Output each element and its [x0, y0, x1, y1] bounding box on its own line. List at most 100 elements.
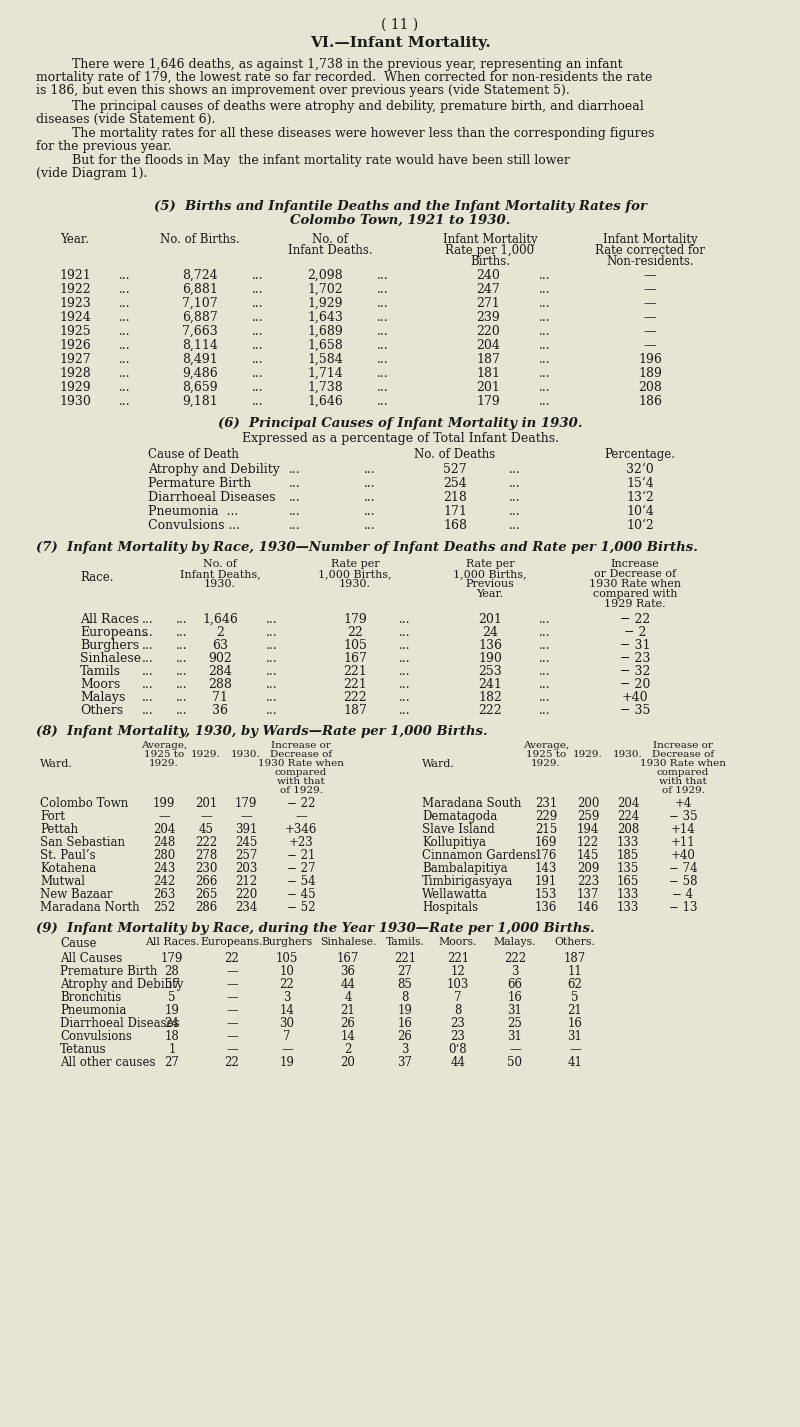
Text: ...: ...	[399, 614, 411, 626]
Text: 136: 136	[535, 900, 557, 915]
Text: 19: 19	[279, 1056, 294, 1069]
Text: Bronchitis: Bronchitis	[60, 990, 122, 1005]
Text: 1929.: 1929.	[149, 759, 179, 768]
Text: Maradana South: Maradana South	[422, 798, 522, 811]
Text: − 35: − 35	[669, 811, 698, 823]
Text: ...: ...	[539, 340, 551, 352]
Text: 201: 201	[478, 614, 502, 626]
Text: Tamils.: Tamils.	[386, 938, 425, 948]
Text: 10‘4: 10‘4	[626, 505, 654, 518]
Text: Moors: Moors	[80, 678, 120, 691]
Text: 1929 Rate.: 1929 Rate.	[604, 599, 666, 609]
Text: Malays: Malays	[80, 691, 126, 704]
Text: 239: 239	[476, 311, 500, 324]
Text: No. of: No. of	[203, 559, 237, 569]
Text: St. Paul’s: St. Paul’s	[40, 849, 96, 862]
Text: 263: 263	[153, 888, 175, 900]
Text: Decrease of: Decrease of	[652, 751, 714, 759]
Text: 179: 179	[476, 395, 500, 408]
Text: 22: 22	[225, 952, 239, 965]
Text: with that: with that	[659, 776, 707, 786]
Text: ...: ...	[119, 340, 131, 352]
Text: 179: 179	[161, 952, 183, 965]
Text: 22: 22	[280, 977, 294, 990]
Text: Colombo Town: Colombo Town	[40, 798, 128, 811]
Text: —: —	[644, 297, 656, 310]
Text: 57: 57	[165, 977, 179, 990]
Text: 8,491: 8,491	[182, 352, 218, 365]
Text: Tetanus: Tetanus	[60, 1043, 106, 1056]
Text: Year.: Year.	[61, 233, 90, 245]
Text: 179: 179	[343, 614, 367, 626]
Text: Ward.: Ward.	[422, 759, 455, 769]
Text: ...: ...	[252, 381, 264, 394]
Text: 5: 5	[168, 990, 176, 1005]
Text: 220: 220	[235, 888, 257, 900]
Text: ...: ...	[539, 614, 551, 626]
Text: ...: ...	[364, 519, 376, 532]
Text: All Races.: All Races.	[145, 938, 199, 948]
Text: All Races: All Races	[80, 614, 139, 626]
Text: ...: ...	[539, 381, 551, 394]
Text: 189: 189	[638, 367, 662, 380]
Text: ...: ...	[119, 325, 131, 338]
Text: 1925 to: 1925 to	[144, 751, 184, 759]
Text: ...: ...	[119, 297, 131, 310]
Text: 171: 171	[443, 505, 467, 518]
Text: ...: ...	[399, 626, 411, 639]
Text: − 52: − 52	[286, 900, 315, 915]
Text: Burghers: Burghers	[262, 938, 313, 948]
Text: —: —	[200, 811, 212, 823]
Text: (vide Diagram 1).: (vide Diagram 1).	[36, 167, 147, 180]
Text: 201: 201	[476, 381, 500, 394]
Text: Atrophy and Debility: Atrophy and Debility	[148, 462, 280, 477]
Text: or Decrease of: or Decrease of	[594, 569, 676, 579]
Text: Bambalapitiya: Bambalapitiya	[422, 862, 508, 875]
Text: ...: ...	[399, 652, 411, 665]
Text: 167: 167	[343, 652, 367, 665]
Text: ...: ...	[119, 270, 131, 283]
Text: Expressed as a percentage of Total Infant Deaths.: Expressed as a percentage of Total Infan…	[242, 432, 558, 445]
Text: —: —	[226, 1005, 238, 1017]
Text: 271: 271	[476, 297, 500, 310]
Text: ...: ...	[176, 678, 188, 691]
Text: 7,663: 7,663	[182, 325, 218, 338]
Text: 21: 21	[341, 1005, 355, 1017]
Text: 209: 209	[577, 862, 599, 875]
Text: − 27: − 27	[286, 862, 315, 875]
Text: New Bazaar: New Bazaar	[40, 888, 113, 900]
Text: —: —	[240, 811, 252, 823]
Text: 6,881: 6,881	[182, 283, 218, 295]
Text: ...: ...	[509, 519, 521, 532]
Text: —: —	[644, 270, 656, 283]
Text: 224: 224	[617, 811, 639, 823]
Text: ...: ...	[539, 626, 551, 639]
Text: 3: 3	[283, 990, 290, 1005]
Text: 16: 16	[507, 990, 522, 1005]
Text: 1,646: 1,646	[307, 395, 343, 408]
Text: 199: 199	[153, 798, 175, 811]
Text: 0‘8: 0‘8	[449, 1043, 467, 1056]
Text: 1924: 1924	[59, 311, 91, 324]
Text: ...: ...	[266, 704, 278, 716]
Text: Tamils: Tamils	[80, 665, 121, 678]
Text: 1922: 1922	[59, 283, 91, 295]
Text: ...: ...	[176, 639, 188, 652]
Text: Year.: Year.	[477, 589, 503, 599]
Text: 7: 7	[454, 990, 462, 1005]
Text: Non-residents.: Non-residents.	[606, 255, 694, 268]
Text: 247: 247	[476, 283, 500, 295]
Text: 146: 146	[577, 900, 599, 915]
Text: 1930 Rate when: 1930 Rate when	[258, 759, 344, 768]
Text: ...: ...	[142, 691, 154, 704]
Text: 50: 50	[507, 1056, 522, 1069]
Text: Cinnamon Gardens: Cinnamon Gardens	[422, 849, 536, 862]
Text: 242: 242	[153, 875, 175, 888]
Text: —: —	[644, 283, 656, 295]
Text: − 22: − 22	[620, 614, 650, 626]
Text: 1929.: 1929.	[191, 751, 221, 759]
Text: ...: ...	[377, 297, 389, 310]
Text: mortality rate of 179, the lowest rate so far recorded.  When corrected for non-: mortality rate of 179, the lowest rate s…	[36, 71, 652, 84]
Text: ...: ...	[539, 297, 551, 310]
Text: 187: 187	[476, 352, 500, 365]
